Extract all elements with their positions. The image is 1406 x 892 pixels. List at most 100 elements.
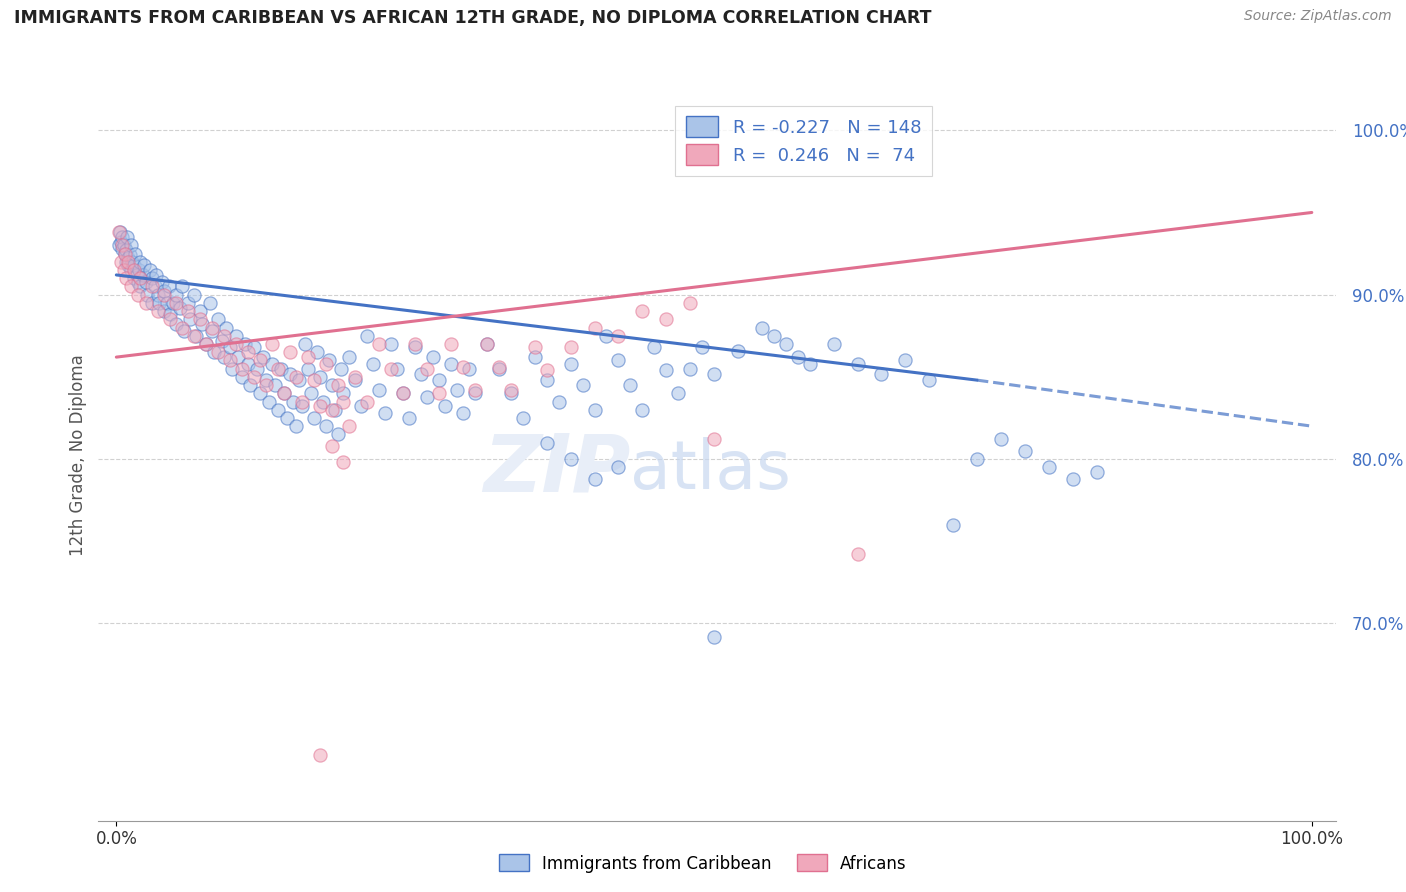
Point [212,328,235,343]
Point [212,350,235,364]
Point [111,242,134,256]
Point [321,402,343,417]
Point [302,373,325,387]
Point [246,361,269,376]
Point [117,254,139,268]
Point [201,320,224,334]
Point [141,296,163,310]
Point [475,337,498,351]
Point [339,350,361,364]
Point [115,271,138,285]
Point [560,357,582,371]
Point [120,238,142,252]
Point [297,361,319,376]
Point [128,263,150,277]
Point [284,419,307,434]
Point [799,357,821,371]
Point [894,353,917,368]
Point [368,383,391,397]
Point [117,258,139,272]
Point [440,337,463,351]
Point [308,400,330,414]
Point [318,353,340,368]
Point [108,225,131,239]
Point [278,345,301,359]
Point [107,238,129,252]
Point [211,334,233,348]
Point [132,258,155,272]
Point [120,263,142,277]
Point [291,400,314,414]
Point [786,350,808,364]
Point [276,411,298,425]
Point [273,386,295,401]
Point [464,383,486,397]
Point [751,320,773,334]
Point [392,386,415,401]
Point [321,439,343,453]
Point [942,517,965,532]
Point [1085,465,1108,479]
Point [823,337,845,351]
Y-axis label: 12th Grade, No Diploma: 12th Grade, No Diploma [69,354,87,556]
Point [475,337,498,351]
Point [221,361,243,376]
Point [157,279,180,293]
Point [583,402,606,417]
Point [231,369,253,384]
Point [464,386,486,401]
Point [135,296,157,310]
Point [127,275,149,289]
Point [267,402,290,417]
Point [226,350,249,364]
Point [434,400,457,414]
Point [235,337,257,351]
Point [129,254,152,268]
Text: atlas: atlas [630,436,792,502]
Point [143,279,166,293]
Point [512,411,534,425]
Point [219,353,242,368]
Point [356,394,378,409]
Point [536,435,558,450]
Point [299,386,322,401]
Point [356,328,378,343]
Point [312,394,335,409]
Point [125,268,148,282]
Legend: R = -0.227   N = 148, R =  0.246   N =  74: R = -0.227 N = 148, R = 0.246 N = 74 [675,105,932,176]
Point [111,230,134,244]
Point [392,386,415,401]
Point [145,268,167,282]
Point [427,373,450,387]
Point [118,248,141,262]
Point [120,279,142,293]
Point [124,258,146,272]
Point [990,432,1012,446]
Point [458,361,481,376]
Point [115,230,138,244]
Point [775,337,797,351]
Point [198,296,221,310]
Point [363,357,385,371]
Point [202,345,225,359]
Point [136,287,159,301]
Point [332,386,354,401]
Point [380,361,402,376]
Point [155,296,177,310]
Point [488,361,510,376]
Point [249,353,271,368]
Point [387,361,409,376]
Point [607,328,630,343]
Point [703,630,725,644]
Point [499,386,522,401]
Point [422,350,444,364]
Point [703,367,725,381]
Point [404,337,426,351]
Point [1038,460,1060,475]
Point [139,263,162,277]
Point [571,378,593,392]
Point [560,340,582,354]
Legend: Immigrants from Caribbean, Africans: Immigrants from Caribbean, Africans [492,847,914,880]
Point [115,244,138,258]
Point [195,337,218,351]
